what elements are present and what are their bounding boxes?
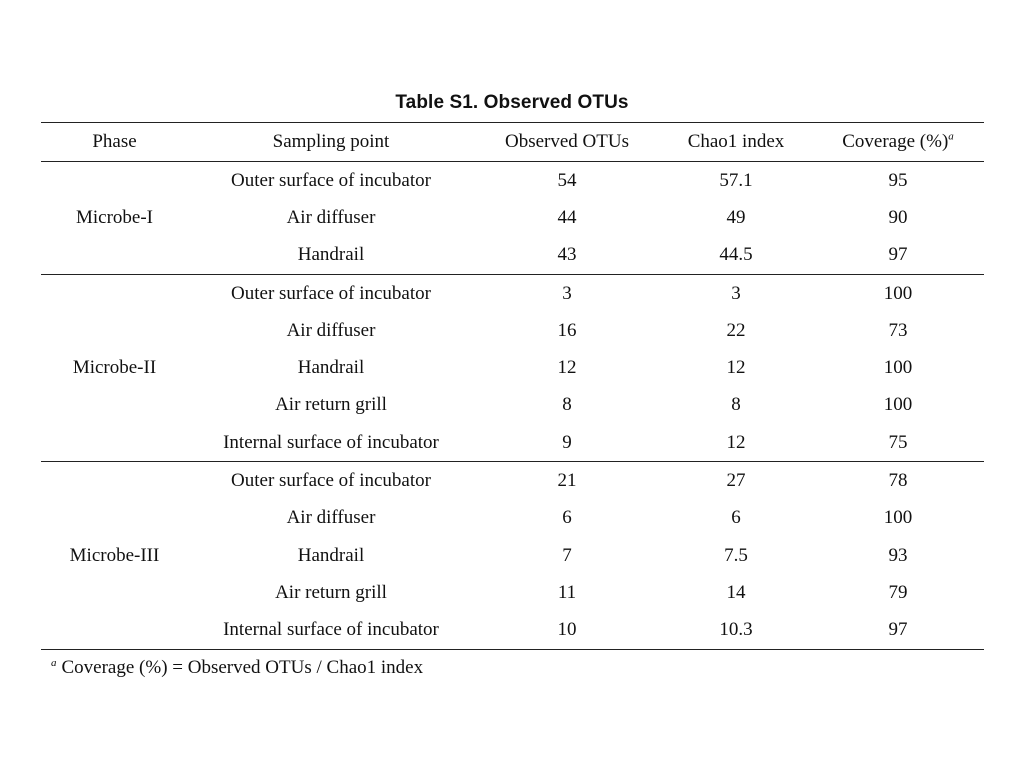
chao1-index-cell: 8	[731, 394, 741, 416]
observed-otus-cell: 16	[557, 319, 577, 341]
chao1-index-cell: 57.1	[719, 169, 753, 191]
chao1-index-cell: 22	[726, 319, 746, 341]
sampling-point-cell: Internal surface of incubator	[188, 424, 474, 463]
coverage-cell: 73	[888, 319, 908, 341]
table-body: Microbe-I Outer surface of incubator 54 57.…	[41, 161, 984, 650]
header-row: Phase Sampling point Observed OTUs Chao1…	[41, 122, 984, 162]
table-row: Air diffuser 44 49 90	[41, 199, 984, 236]
header-coverage: Coverage (%)a	[812, 122, 984, 162]
observed-otus-cell: 11	[557, 581, 577, 603]
header-observed-otus: Observed OTUs	[474, 122, 660, 162]
coverage-cell: 78	[888, 470, 908, 492]
table-row: Handrail 43 44.5 97	[41, 236, 984, 275]
table-row: Internal surface of incubator 10 10.3 97	[41, 611, 984, 650]
chao1-index-cell: 6	[731, 507, 741, 529]
sampling-point-cell: Air diffuser	[286, 507, 376, 529]
sampling-point-cell: Handrail	[188, 236, 474, 275]
chao1-index-cell: 10.3	[660, 611, 812, 650]
coverage-cell: 97	[812, 236, 984, 275]
observed-otus-table: Phase Sampling point Observed OTUs Chao1…	[41, 122, 984, 650]
coverage-cell: 100	[883, 507, 913, 529]
coverage-cell: 75	[812, 424, 984, 463]
chao1-index-cell: 44.5	[660, 236, 812, 275]
sampling-point-cell: Handrail	[297, 544, 365, 566]
phase-cell: Microbe-III	[41, 461, 188, 650]
coverage-cell: 90	[888, 206, 908, 228]
chao1-index-cell: 3	[731, 282, 741, 304]
sampling-point-cell: Air return grill	[275, 394, 387, 416]
coverage-cell: 95	[888, 169, 908, 191]
chao1-index-cell: 49	[726, 206, 746, 228]
observed-otus-cell: 8	[562, 394, 572, 416]
coverage-cell: 100	[883, 282, 913, 304]
observed-otus-cell: 3	[562, 282, 572, 304]
chao1-index-cell: 14	[726, 581, 746, 603]
footnote-text: Coverage (%) = Observed OTUs / Chao1 ind…	[61, 657, 424, 678]
table-row: Handrail 7 7.5 93	[41, 537, 984, 574]
table-row: Air return grill 11 14 79	[41, 574, 984, 611]
sampling-point-cell: Internal surface of incubator	[188, 611, 474, 650]
header-coverage-label: Coverage (%)	[842, 131, 949, 152]
header-phase: Phase	[41, 122, 188, 162]
coverage-cell: 100	[883, 357, 913, 379]
coverage-cell: 79	[888, 581, 908, 603]
coverage-cell: 93	[888, 544, 908, 566]
observed-otus-cell: 21	[557, 470, 577, 492]
observed-otus-cell: 10	[474, 611, 660, 650]
chao1-index-cell: 12	[660, 424, 812, 463]
table-footnote: a Coverage (%) = Observed OTUs / Chao1 in…	[51, 657, 423, 679]
observed-otus-cell: 7	[562, 544, 572, 566]
footnote-mark: a	[51, 656, 57, 669]
observed-otus-cell: 44	[557, 206, 577, 228]
header-sampling-point: Sampling point	[188, 122, 474, 162]
table-title: Table S1. Observed OTUs	[395, 92, 629, 113]
table-row: Air diffuser 6 6 100	[41, 500, 984, 537]
observed-otus-cell: 6	[562, 507, 572, 529]
sampling-point-cell: Air diffuser	[286, 319, 376, 341]
phase-cell: Microbe-II	[41, 274, 188, 463]
table-row: Microbe-II Outer surface of incubator 3 3 10…	[41, 274, 984, 463]
table-row: Internal surface of incubator 9 12 75	[41, 424, 984, 463]
table-row: Handrail 12 12 100	[41, 349, 984, 386]
coverage-cell: 97	[812, 611, 984, 650]
sampling-point-cell: Outer surface of incubator	[231, 169, 431, 191]
sampling-point-cell: Outer surface of incubator	[231, 470, 431, 492]
observed-otus-cell: 43	[474, 236, 660, 275]
header-chao1-index: Chao1 index	[660, 122, 812, 162]
table-row: Microbe-III Outer surface of incubator 21 2…	[41, 461, 984, 650]
table-row: Air return grill 8 8 100	[41, 387, 984, 424]
phase-cell: Microbe-I	[41, 161, 188, 275]
table-row: Microbe-I Outer surface of incubator 54 57.…	[41, 161, 984, 275]
observed-otus-cell: 54	[557, 169, 577, 191]
chao1-index-cell: 12	[726, 357, 746, 379]
header-coverage-footnote-mark: a	[948, 130, 954, 143]
observed-otus-cell: 12	[557, 357, 577, 379]
sampling-point-cell: Handrail	[297, 357, 365, 379]
chao1-index-cell: 27	[726, 470, 746, 492]
chao1-index-cell: 7.5	[724, 544, 748, 566]
sampling-point-cell: Air return grill	[275, 581, 387, 603]
table-row: Air diffuser 16 22 73	[41, 312, 984, 349]
coverage-cell: 100	[883, 394, 913, 416]
sampling-point-cell: Outer surface of incubator	[231, 282, 431, 304]
sampling-point-cell: Air diffuser	[286, 206, 376, 228]
observed-otus-cell: 9	[474, 424, 660, 463]
